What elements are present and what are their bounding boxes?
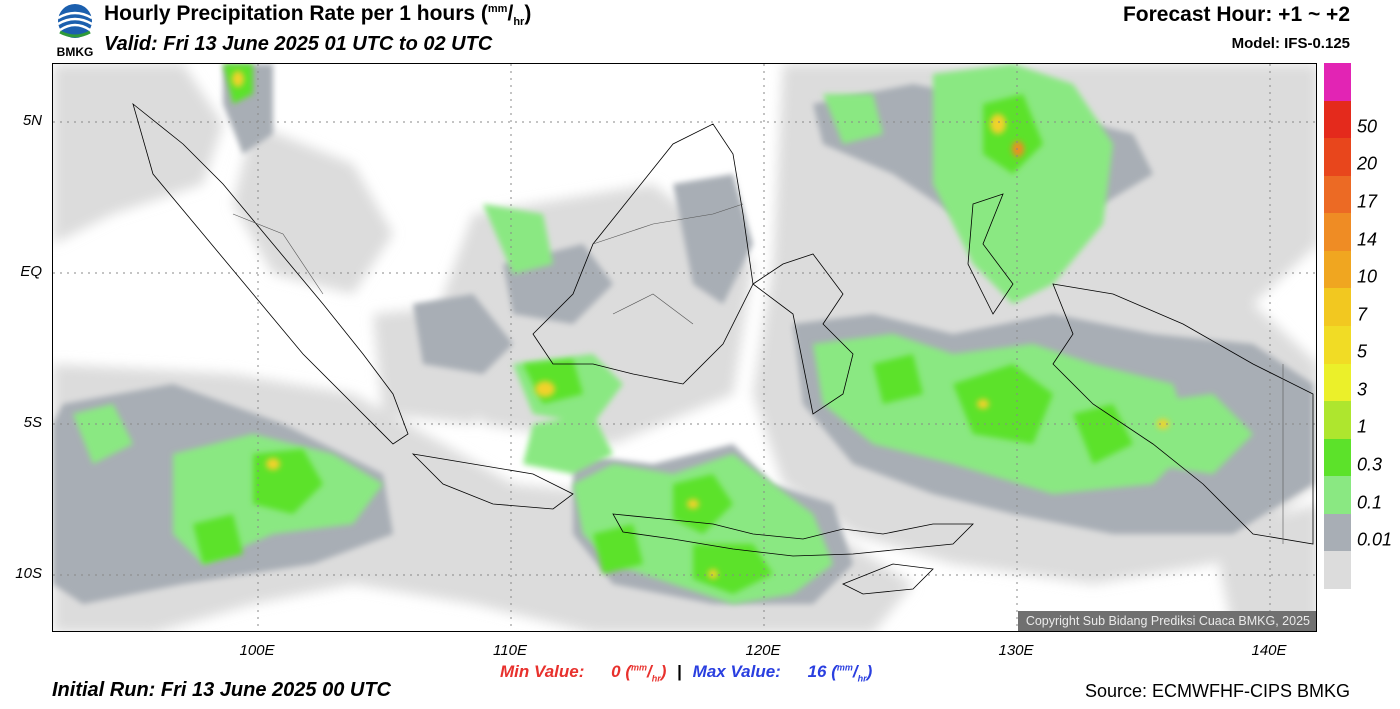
copyright-notice: Copyright Sub Bidang Prediksi Cuaca BMKG…: [1017, 611, 1316, 631]
logo-text: BMKG: [56, 45, 94, 59]
legend-label: 14: [1357, 229, 1378, 250]
unit-numerator: mm: [487, 3, 508, 15]
lat-label-5s: 5S: [23, 414, 42, 431]
color-legend: [1324, 63, 1351, 589]
lat-label-eq: EQ: [20, 263, 42, 280]
legend-swatch: [1324, 175, 1351, 214]
min-value: 0: [611, 662, 621, 681]
legend-swatch: [1324, 138, 1351, 176]
min-max-values: Min Value: 0 (mm/hr) | Max Value: 16 (mm…: [500, 662, 873, 684]
lon-label-100e: 100E: [239, 642, 275, 659]
min-value-label: Min Value:: [500, 662, 585, 681]
legend-label: 5: [1357, 341, 1368, 362]
map-title: Hourly Precipitation Rate per 1 hours (m…: [104, 2, 532, 29]
max-value-label: Max Value:: [692, 662, 781, 681]
legend-swatch: [1324, 438, 1351, 477]
legend-label: 20: [1357, 153, 1378, 174]
legend-swatch: [1324, 513, 1351, 552]
legend-label: 0.3: [1357, 454, 1383, 475]
lat-label-5n: 5N: [22, 112, 42, 129]
legend-label: 50: [1357, 116, 1378, 137]
legend-swatch: [1324, 476, 1351, 514]
legend-swatch: [1324, 325, 1351, 364]
legend-swatch: [1324, 288, 1351, 326]
legend-label: 0.01: [1357, 529, 1393, 550]
legend-label: 1: [1357, 416, 1368, 437]
lon-label-120e: 120E: [745, 642, 781, 659]
valid-time: Valid: Fri 13 June 2025 01 UTC to 02 UTC: [104, 33, 493, 55]
lat-label-10s: 10S: [15, 565, 42, 582]
borders: [232, 203, 1284, 544]
legend-swatch: [1324, 250, 1351, 289]
legend-label: 3: [1357, 379, 1368, 400]
legend-label: 0.1: [1357, 492, 1383, 513]
legend-swatch: [1324, 213, 1351, 251]
lon-label-140e: 140E: [1251, 642, 1287, 659]
legend-swatch: [1324, 401, 1351, 439]
forecast-hour: Forecast Hour: +1 ~ +2: [1122, 3, 1350, 26]
precip-intense: [232, 71, 1169, 579]
grid-lines: [53, 64, 1316, 631]
legend-swatch: [1324, 63, 1351, 101]
legend-swatch: [1324, 363, 1351, 402]
unit-denominator: hr: [513, 16, 525, 29]
model-name: Model: IFS-0.125: [1231, 35, 1350, 52]
lon-label-130e: 130E: [998, 642, 1034, 659]
coastlines: [132, 102, 1314, 595]
legend-swatch: [1324, 100, 1351, 139]
bmkg-logo: BMKG: [52, 2, 98, 60]
legend-label: 10: [1357, 266, 1378, 287]
legend-swatch: [1324, 551, 1351, 589]
lon-label-110e: 110E: [493, 642, 527, 659]
legend-label: 7: [1357, 304, 1368, 325]
legend-label: 17: [1357, 191, 1378, 212]
precipitation-map: Copyright Sub Bidang Prediksi Cuaca BMKG…: [52, 63, 1317, 632]
data-source: Source: ECMWFHF-CIPS BMKG: [1084, 681, 1350, 701]
max-value: 16: [807, 662, 827, 681]
initial-run: Initial Run: Fri 13 June 2025 00 UTC: [52, 679, 391, 701]
